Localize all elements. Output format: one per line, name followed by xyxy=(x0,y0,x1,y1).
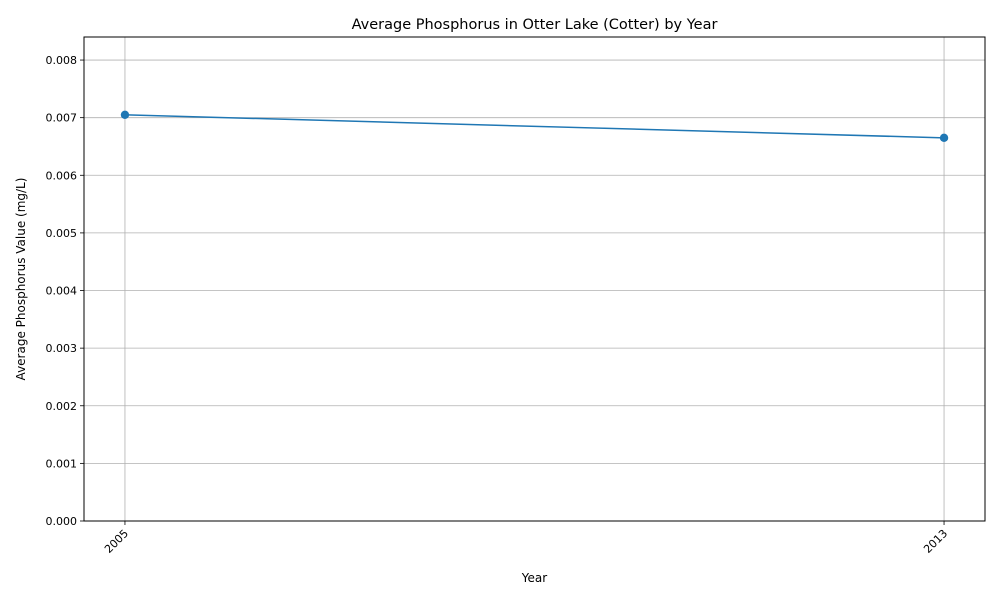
data-point xyxy=(120,110,130,119)
y-tick-label: 0.007 xyxy=(46,112,78,125)
y-axis-label: Average Phosphorus Value (mg/L) xyxy=(14,178,28,381)
x-axis-label: Year xyxy=(521,571,547,585)
y-tick-label: 0.005 xyxy=(46,227,78,240)
y-tick-label: 0.006 xyxy=(46,169,78,182)
y-tick-label: 0.002 xyxy=(46,400,78,413)
chart-title: Average Phosphorus in Otter Lake (Cotter… xyxy=(352,17,718,33)
grid-layer xyxy=(84,37,985,522)
series-line xyxy=(124,114,945,139)
y-tick-label: 0.000 xyxy=(46,515,78,528)
data-point xyxy=(939,133,949,143)
y-tick-label: 0.001 xyxy=(46,457,78,470)
series-layer xyxy=(120,110,949,143)
axes-frame xyxy=(83,36,986,522)
y-tick-layer: 0.000 0.001 0.002 0.003 0.004 0.005 0.006 0.007… xyxy=(46,54,84,528)
y-tick-label: 0.004 xyxy=(46,285,78,298)
y-tick-label: 0.003 xyxy=(46,342,78,355)
y-tick-label: 0.008 xyxy=(46,54,78,67)
